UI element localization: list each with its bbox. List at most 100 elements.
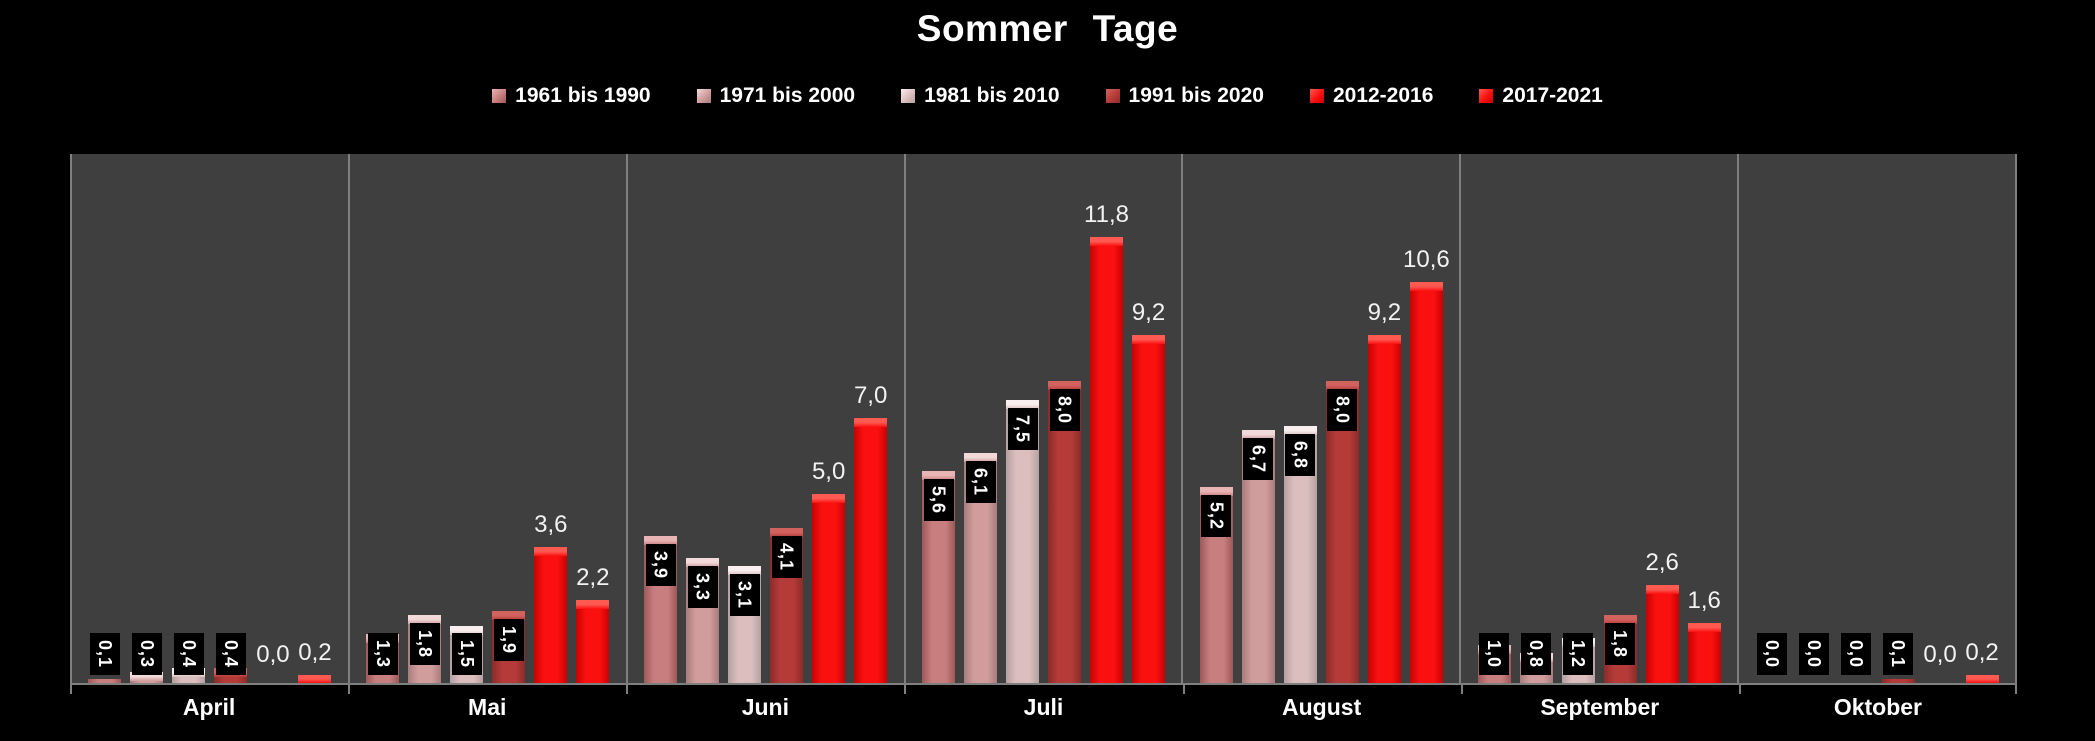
data-label-box: 8,0 — [1327, 389, 1358, 431]
axis-tick — [904, 685, 906, 694]
legend-label: 2012-2016 — [1332, 84, 1434, 107]
bar-slot: 9,2 — [1368, 154, 1401, 683]
legend-item-2: 1971 bis 2000 — [696, 84, 856, 108]
data-label-value: 0,0 — [1846, 639, 1867, 669]
x-axis-label-mai: Mai — [468, 694, 507, 720]
data-label-box: 1,3 — [367, 633, 398, 675]
bar-top-bevel — [728, 566, 762, 575]
bar-top-bevel — [1367, 335, 1401, 344]
bar-top-bevel — [492, 611, 526, 620]
bar-2012-2016 — [1090, 237, 1123, 683]
bar-slot: 0,4 — [214, 154, 248, 683]
bar-slot: 1,8 — [1603, 154, 1637, 683]
category-column-oktober: 0,0 0,0 0,0 0,1 0,0 0,2 — [1739, 154, 2015, 683]
bar-2017-2021 — [1687, 623, 1721, 683]
data-label-box: 0,8 — [1521, 633, 1552, 675]
bar-slot: 0,3 — [130, 154, 164, 683]
data-label-value: 11,8 — [1084, 201, 1129, 228]
bar-slot: 7,0 — [854, 154, 887, 683]
legend-label: 1981 bis 2010 — [924, 84, 1060, 107]
data-label-box: 3,3 — [687, 566, 718, 608]
data-label-box: 1,5 — [451, 633, 482, 675]
data-label-box: 4,1 — [771, 536, 802, 578]
legend-marker-icon — [1309, 89, 1324, 103]
data-label-box: 0,0 — [1799, 633, 1830, 675]
bar-top-bevel — [1645, 585, 1679, 594]
data-label-value: 3,1 — [734, 580, 755, 610]
bar-slot: 0,0 — [1840, 154, 1873, 683]
data-label-box: 0,4 — [215, 633, 246, 675]
bar-top-bevel — [1090, 237, 1123, 246]
bar-slot: 0,0 — [1923, 154, 1956, 683]
bar-top-bevel — [686, 558, 720, 567]
data-label-value: 4,1 — [776, 542, 797, 572]
bar-top-bevel — [1687, 623, 1721, 632]
bar-slot: 1,8 — [408, 154, 442, 683]
bar-slot: 0,0 — [1756, 154, 1789, 683]
bar-top-bevel — [964, 453, 997, 462]
legend-label: 1961 bis 1990 — [515, 84, 651, 107]
bar-slot: 0,2 — [1965, 154, 1999, 683]
bar-slot: 8,0 — [1048, 154, 1081, 683]
data-label-box: 0,3 — [131, 633, 162, 675]
x-axis-labels: April Mai Juni Juli August September Oktober — [70, 694, 2017, 721]
x-axis-label-oktober: Oktober — [1833, 694, 1922, 720]
x-axis-label-april: April — [182, 694, 236, 720]
data-label-box: 8,0 — [1049, 389, 1080, 431]
bar-slot: 0,1 — [1881, 154, 1915, 683]
axis-tick — [2015, 685, 2017, 694]
bar-top-bevel — [812, 494, 846, 503]
data-label-value: 1,0 — [1484, 639, 1505, 669]
data-label-box: 1,8 — [409, 623, 440, 665]
bar-top-bevel — [1132, 335, 1165, 344]
data-label-box: 7,5 — [1007, 408, 1038, 450]
data-label-box: 0,0 — [1757, 633, 1788, 675]
bar-slot: 0,4 — [172, 154, 206, 683]
category-column-juli: 5,6 6,1 7,5 8,0 11,8 9,2 — [906, 154, 1184, 683]
bar-slot: 1,0 — [1477, 154, 1511, 683]
axis-tick — [70, 685, 72, 694]
bar-slot: 0,2 — [298, 154, 332, 683]
data-label-value: 2,6 — [1645, 549, 1679, 576]
bar-slot: 5,0 — [812, 154, 845, 683]
bar-slot: 1,9 — [492, 154, 526, 683]
data-label-box: 1,8 — [1605, 623, 1636, 665]
bar-top-bevel — [1603, 615, 1637, 624]
data-label-value: 0,0 — [1762, 639, 1783, 669]
bar-slot: 10,6 — [1403, 154, 1450, 683]
chart-legend: 1961 bis 1990 1971 bis 2000 1981 bis 2010 1… — [0, 84, 2095, 108]
bar-top-bevel — [130, 672, 164, 681]
bar-slot: 0,0 — [256, 154, 289, 683]
x-axis-label-juli: Juli — [1023, 694, 1064, 720]
bar-2017-2021 — [1409, 282, 1443, 683]
category-column-august: 5,2 6,7 6,8 8,0 9,2 10,6 — [1183, 154, 1462, 683]
x-axis-label-juni: Juni — [741, 694, 789, 720]
legend-label: 1971 bis 2000 — [719, 84, 856, 107]
axis-tick — [1183, 685, 1185, 694]
bar-2017-2021 — [298, 675, 332, 683]
legend-marker-icon — [1479, 89, 1494, 103]
chart-title: Sommer Tage — [916, 8, 1179, 49]
bar-top-bevel — [576, 600, 610, 609]
legend-marker-icon — [696, 89, 711, 103]
bar-1961-bis-1990 — [88, 679, 122, 683]
x-axis-label-september: September — [1540, 694, 1660, 720]
data-label-value: 3,6 — [534, 511, 568, 538]
bar-slot: 3,3 — [686, 154, 720, 683]
bar-2017-2021 — [1965, 675, 1999, 683]
data-label-value: 1,5 — [456, 639, 477, 669]
data-label-value: 0,8 — [1526, 639, 1547, 669]
legend-label: 1991 bis 2020 — [1128, 84, 1264, 107]
bar-top-bevel — [450, 626, 484, 635]
data-label-value: 0,4 — [220, 639, 241, 669]
data-label-value: 1,3 — [372, 639, 393, 669]
data-label-value: 5,6 — [928, 485, 949, 515]
bar-top-bevel — [1409, 282, 1443, 291]
data-label-box: 6,7 — [1243, 438, 1274, 480]
legend-item-5: 2012-2016 — [1309, 84, 1434, 108]
data-label-box: 1,0 — [1479, 633, 1510, 675]
axis-tick — [1461, 685, 1463, 694]
plot-area: 0,1 0,3 0,4 0,4 0,0 0,2 1,3 1,8 1,5 1,9 3,6 2,2 3,9 3… — [70, 154, 2017, 685]
legend-marker-icon — [1105, 89, 1120, 103]
